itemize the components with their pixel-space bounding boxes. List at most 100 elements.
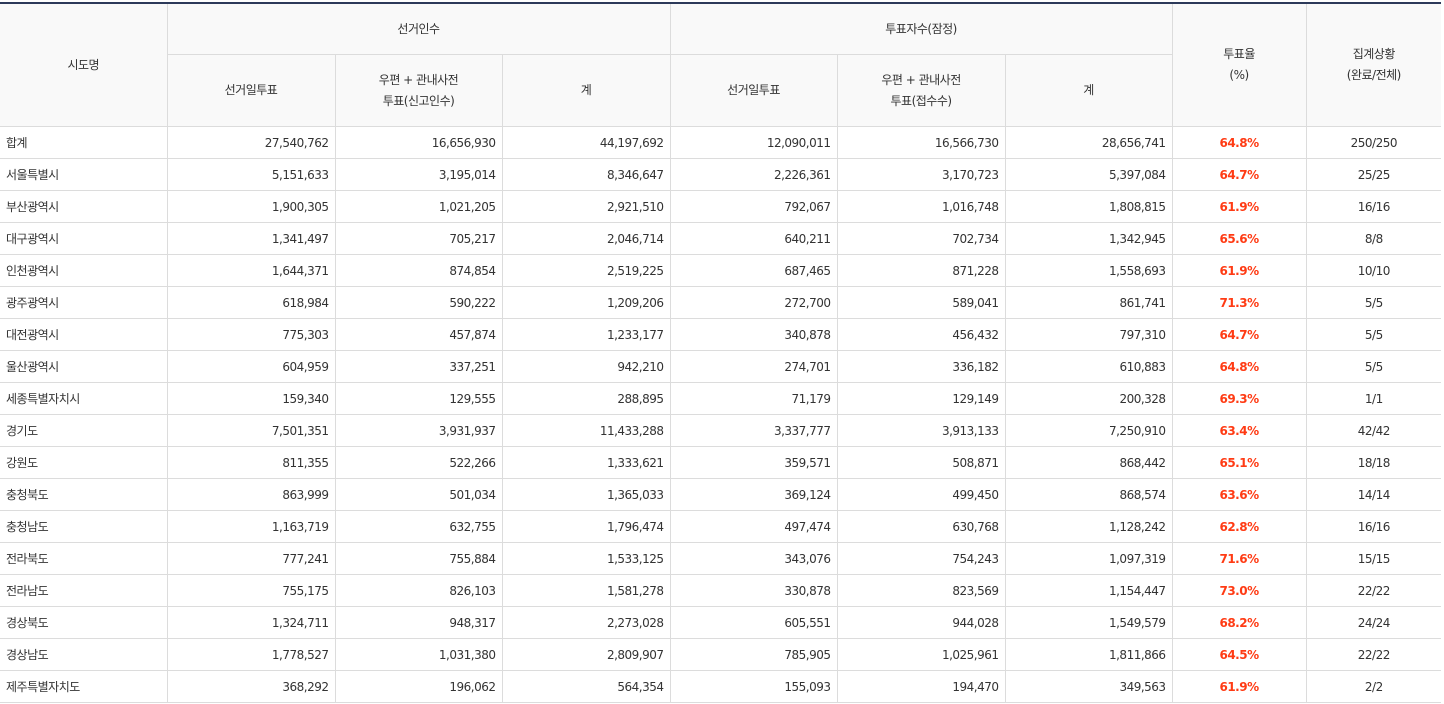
region-name: 경상남도 bbox=[0, 638, 168, 671]
count-status: 22/22 bbox=[1305, 574, 1442, 607]
election-day-electorate: 368,292 bbox=[166, 670, 336, 703]
early-voters: 630,768 bbox=[836, 510, 1006, 543]
early-electorate: 3,195,014 bbox=[334, 158, 503, 191]
election-day-electorate: 618,984 bbox=[166, 286, 336, 319]
election-day-voters: 605,551 bbox=[669, 606, 838, 639]
total-electorate: 1,233,177 bbox=[501, 318, 671, 351]
early-voters: 1,025,961 bbox=[836, 638, 1006, 671]
election-day-voters: 343,076 bbox=[669, 542, 838, 575]
total-electorate: 1,209,206 bbox=[501, 286, 671, 319]
count-status: 10/10 bbox=[1305, 254, 1442, 287]
early-electorate: 590,222 bbox=[334, 286, 503, 319]
count-status: 1/1 bbox=[1305, 382, 1442, 415]
table-row: 경상북도 1,324,711 948,317 2,273,028 605,551 944,… bbox=[0, 606, 1442, 639]
early-electorate: 196,062 bbox=[334, 670, 503, 703]
total-voters: 1,342,945 bbox=[1004, 222, 1173, 255]
turnout-rate: 71.3% bbox=[1171, 286, 1307, 319]
region-name: 경상북도 bbox=[0, 606, 168, 639]
count-status: 5/5 bbox=[1305, 350, 1442, 383]
count-status: 5/5 bbox=[1305, 286, 1442, 319]
election-day-voters: 71,179 bbox=[669, 382, 838, 415]
early-voters: 823,569 bbox=[836, 574, 1006, 607]
early-voters: 508,871 bbox=[836, 446, 1006, 479]
count-status: 16/16 bbox=[1305, 190, 1442, 223]
early-voters: 589,041 bbox=[836, 286, 1006, 319]
table-row: 서울특별시 5,151,633 3,195,014 8,346,647 2,226,36… bbox=[0, 158, 1442, 191]
election-day-voters: 155,093 bbox=[669, 670, 838, 703]
total-electorate: 44,197,692 bbox=[501, 126, 671, 159]
election-day-electorate: 159,340 bbox=[166, 382, 336, 415]
total-voters: 1,558,693 bbox=[1004, 254, 1173, 287]
region-name: 울산광역시 bbox=[0, 350, 168, 383]
election-day-voters: 274,701 bbox=[669, 350, 838, 383]
early-voters: 702,734 bbox=[836, 222, 1006, 255]
header-rate-line2: (%) bbox=[1229, 68, 1249, 82]
header-electorate: 선거인수 bbox=[166, 2, 671, 55]
turnout-rate: 64.7% bbox=[1171, 158, 1307, 191]
total-electorate: 564,354 bbox=[501, 670, 671, 703]
election-day-voters: 3,337,777 bbox=[669, 414, 838, 447]
early-voters: 16,566,730 bbox=[836, 126, 1006, 159]
total-voters: 610,883 bbox=[1004, 350, 1173, 383]
table-row: 경기도 7,501,351 3,931,937 11,433,288 3,337,777… bbox=[0, 414, 1442, 447]
header-voters: 투표자수(잠정) bbox=[669, 2, 1173, 55]
count-status: 2/2 bbox=[1305, 670, 1442, 703]
table-row: 광주광역시 618,984 590,222 1,209,206 272,700 589,0… bbox=[0, 286, 1442, 319]
early-voters: 871,228 bbox=[836, 254, 1006, 287]
total-electorate: 2,273,028 bbox=[501, 606, 671, 639]
early-voters: 499,450 bbox=[836, 478, 1006, 511]
early-electorate: 874,854 bbox=[334, 254, 503, 287]
header-status-line2: (완료/전체) bbox=[1346, 68, 1402, 82]
early-voters: 754,243 bbox=[836, 542, 1006, 575]
header-status-line1: 집계상황 bbox=[1352, 47, 1396, 61]
table-row: 울산광역시 604,959 337,251 942,210 274,701 336,182… bbox=[0, 350, 1442, 383]
header-rate-line1: 투표율 bbox=[1223, 47, 1255, 61]
turnout-rate: 62.8% bbox=[1171, 510, 1307, 543]
total-electorate: 2,921,510 bbox=[501, 190, 671, 223]
total-electorate: 1,365,033 bbox=[501, 478, 671, 511]
table-row: 전라남도 755,175 826,103 1,581,278 330,878 823,56… bbox=[0, 574, 1442, 607]
total-voters: 349,563 bbox=[1004, 670, 1173, 703]
total-electorate: 942,210 bbox=[501, 350, 671, 383]
election-day-electorate: 777,241 bbox=[166, 542, 336, 575]
total-voters: 797,310 bbox=[1004, 318, 1173, 351]
header-total-voters: 계 bbox=[1004, 54, 1173, 127]
count-status: 22/22 bbox=[1305, 638, 1442, 671]
table-row: 인천광역시 1,644,371 874,854 2,519,225 687,465 871… bbox=[0, 254, 1442, 287]
turnout-rate: 61.9% bbox=[1171, 190, 1307, 223]
turnout-rate: 71.6% bbox=[1171, 542, 1307, 575]
region-name: 합계 bbox=[0, 126, 168, 159]
election-day-voters: 792,067 bbox=[669, 190, 838, 223]
total-electorate: 2,046,714 bbox=[501, 222, 671, 255]
header-early-electorate-line2: 투표(신고인수) bbox=[382, 93, 455, 108]
election-day-electorate: 775,303 bbox=[166, 318, 336, 351]
total-electorate: 1,333,621 bbox=[501, 446, 671, 479]
turnout-rate: 64.8% bbox=[1171, 350, 1307, 383]
header-region: 시도명 bbox=[0, 2, 168, 127]
turnout-rate: 61.9% bbox=[1171, 254, 1307, 287]
region-name: 충청북도 bbox=[0, 478, 168, 511]
total-voters: 7,250,910 bbox=[1004, 414, 1173, 447]
region-name: 인천광역시 bbox=[0, 254, 168, 287]
early-electorate: 16,656,930 bbox=[334, 126, 503, 159]
count-status: 42/42 bbox=[1305, 414, 1442, 447]
election-day-voters: 369,124 bbox=[669, 478, 838, 511]
election-day-electorate: 863,999 bbox=[166, 478, 336, 511]
election-day-voters: 687,465 bbox=[669, 254, 838, 287]
election-day-electorate: 1,341,497 bbox=[166, 222, 336, 255]
total-electorate: 288,895 bbox=[501, 382, 671, 415]
election-day-electorate: 604,959 bbox=[166, 350, 336, 383]
region-name: 전라북도 bbox=[0, 542, 168, 575]
election-day-electorate: 1,644,371 bbox=[166, 254, 336, 287]
election-day-voters: 12,090,011 bbox=[669, 126, 838, 159]
table-row: 충청북도 863,999 501,034 1,365,033 369,124 499,45… bbox=[0, 478, 1442, 511]
table-row: 부산광역시 1,900,305 1,021,205 2,921,510 792,067 1… bbox=[0, 190, 1442, 223]
early-electorate: 1,021,205 bbox=[334, 190, 503, 223]
total-voters: 868,442 bbox=[1004, 446, 1173, 479]
count-status: 18/18 bbox=[1305, 446, 1442, 479]
early-electorate: 826,103 bbox=[334, 574, 503, 607]
election-day-electorate: 5,151,633 bbox=[166, 158, 336, 191]
total-voters: 1,097,319 bbox=[1004, 542, 1173, 575]
early-electorate: 337,251 bbox=[334, 350, 503, 383]
region-name: 서울특별시 bbox=[0, 158, 168, 191]
